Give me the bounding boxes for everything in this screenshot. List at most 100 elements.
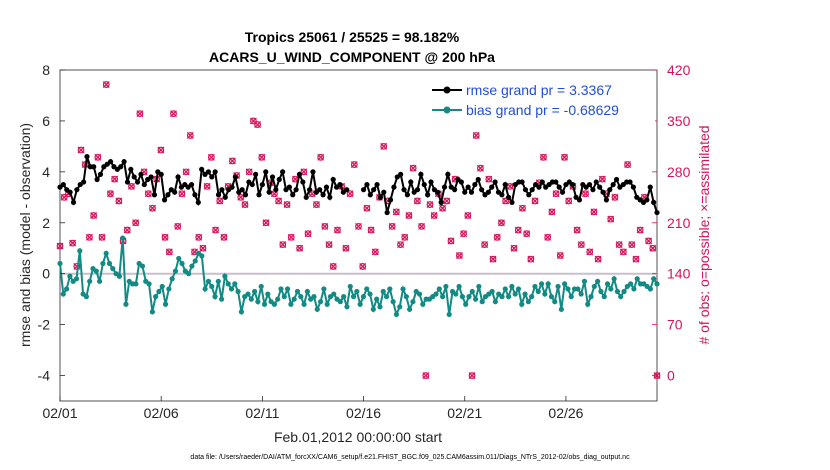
obs-assimilated-marker <box>523 230 531 238</box>
obs-possible-marker <box>439 204 446 212</box>
obs-assimilated-marker <box>363 204 371 212</box>
obs-assimilated-marker <box>472 132 480 139</box>
y-right-tick-label: 70 <box>667 317 683 333</box>
obs-possible-marker <box>460 230 468 238</box>
bias-point <box>538 281 545 287</box>
bias-point <box>499 294 505 300</box>
rmse-point <box>131 174 137 180</box>
rmse-point <box>327 194 333 200</box>
bias-point <box>585 301 591 307</box>
rmse-point <box>371 187 377 193</box>
bias-point <box>505 294 512 300</box>
obs-assimilated-marker <box>132 219 140 227</box>
obs-possible-marker <box>321 223 329 230</box>
obs-assimilated-marker <box>69 239 77 247</box>
bias-point <box>367 291 373 297</box>
rmse-point <box>452 187 458 193</box>
rmse-point <box>556 184 562 190</box>
bias-point <box>271 301 277 307</box>
rmse-point <box>428 179 434 185</box>
obs-possible-marker <box>527 255 535 263</box>
bias-point <box>205 278 212 284</box>
rmse-point <box>232 174 238 180</box>
obs-assimilated-marker <box>573 226 581 234</box>
obs-assimilated-marker <box>590 208 598 216</box>
obs-assimilated-marker <box>106 190 114 198</box>
rmse-point <box>425 192 431 198</box>
bias-point <box>383 294 390 300</box>
obs-possible-marker <box>157 146 165 154</box>
obs-possible-marker <box>216 197 224 205</box>
bias-point <box>238 309 245 315</box>
bias-point <box>60 291 66 297</box>
obs-possible-marker <box>645 237 652 245</box>
obs-assimilated-marker <box>624 161 632 169</box>
bias-point <box>562 281 568 287</box>
rmse-point <box>242 192 249 198</box>
bias-point <box>179 260 185 267</box>
bias-point <box>403 294 409 300</box>
bias-point <box>489 288 495 295</box>
legend-bias-marker <box>443 106 451 114</box>
x-tick-label: 02/26 <box>548 405 583 421</box>
rmse-point <box>293 187 299 193</box>
rmse-point <box>158 171 164 177</box>
obs-assimilated-marker <box>237 193 245 201</box>
obs-assimilated-marker <box>296 244 304 252</box>
bias-point <box>202 286 208 292</box>
bias-point <box>519 301 525 307</box>
obs-possible-marker <box>598 175 606 183</box>
bias-point <box>83 294 89 300</box>
bias-point <box>387 286 393 292</box>
bias-point <box>63 286 70 292</box>
bias-point <box>420 301 426 307</box>
obs-assimilated-marker <box>577 241 585 249</box>
rmse-point <box>414 187 421 193</box>
bias-point <box>542 291 548 297</box>
rmse-point <box>499 192 505 198</box>
obs-assimilated-marker <box>207 153 215 161</box>
bias-point <box>522 291 528 297</box>
bias-point <box>581 278 588 284</box>
rmse-point <box>384 209 390 216</box>
bias-point <box>433 291 439 297</box>
obs-assimilated-marker <box>636 226 644 234</box>
obs-assimilated-marker <box>439 204 447 212</box>
obs-assimilated-marker <box>262 219 270 227</box>
rmse-point <box>253 171 259 177</box>
y-axis-right-label: # of obs: o=possible; ×=assimilated <box>696 125 712 344</box>
bias-point <box>298 294 304 300</box>
obs-possible-marker <box>573 226 581 234</box>
rmse-point <box>522 187 529 193</box>
rmse-point <box>74 187 80 193</box>
rmse-point <box>330 176 336 183</box>
obs-possible-marker <box>203 182 211 190</box>
rmse-point <box>91 164 97 170</box>
bias-point <box>301 301 307 307</box>
bias-point <box>347 283 353 290</box>
obs-assimilated-marker <box>649 244 657 252</box>
obs-possible-marker <box>392 208 400 216</box>
rmse-point <box>404 192 411 198</box>
obs-assimilated-marker <box>56 242 64 250</box>
bias-point <box>93 268 99 274</box>
obs-assimilated-marker <box>334 226 341 234</box>
rmse-point <box>280 169 286 175</box>
rmse-point <box>458 179 464 185</box>
bias-point <box>357 301 363 307</box>
y-axis-label: rmse and bias (model - observation) <box>17 123 33 347</box>
obs-possible-marker <box>561 153 568 161</box>
bias-point <box>354 288 360 295</box>
bias-point <box>324 301 330 307</box>
obs-assimilated-marker <box>611 193 619 201</box>
obs-possible-marker <box>86 233 93 241</box>
bias-point <box>410 299 416 305</box>
obs-assimilated-marker <box>556 252 564 259</box>
obs-possible-marker <box>632 255 640 263</box>
obs-possible-marker <box>115 197 123 205</box>
rmse-point <box>222 194 228 200</box>
obs-assimilated-marker <box>161 233 169 241</box>
bias-point <box>618 294 624 300</box>
rmse-point <box>435 189 441 195</box>
